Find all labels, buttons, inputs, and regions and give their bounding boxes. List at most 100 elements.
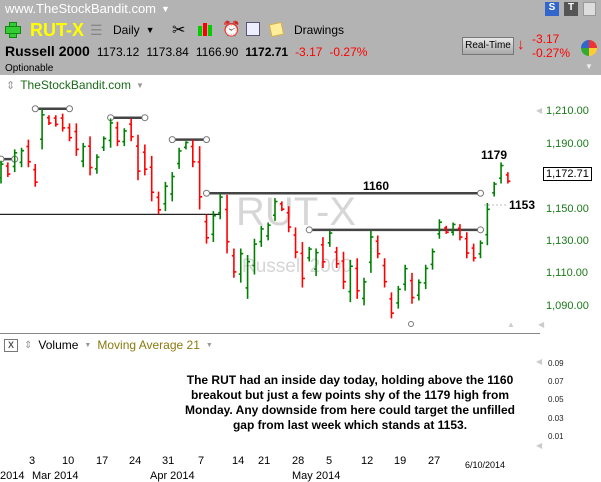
interval-dropdown-icon[interactable]: ▼ — [145, 25, 155, 35]
s-menu-icon[interactable]: S — [545, 2, 559, 16]
chart-type-icon-bar — [203, 23, 207, 36]
price-bar — [505, 172, 511, 184]
price-bar — [0, 160, 4, 184]
optionable-label: Optionable — [5, 63, 54, 74]
close-pane-icon[interactable]: X — [4, 338, 18, 352]
month-label: 2014 — [0, 470, 25, 482]
pane-divider[interactable] — [0, 333, 540, 334]
list-icon[interactable]: ☰ — [90, 22, 103, 38]
price-bar — [88, 136, 93, 176]
price-bar — [307, 246, 312, 262]
volume-axis-label: 0.05 — [548, 395, 564, 404]
x-axis-day-label: 19 — [394, 455, 407, 467]
price-bar — [410, 272, 415, 304]
price-bar — [245, 255, 251, 299]
volume-label[interactable]: Volume — [38, 338, 79, 352]
price-bar — [368, 230, 374, 273]
current-date-label: 6/10/2014 — [465, 460, 506, 470]
scroll-left-icon[interactable]: ◀ — [536, 441, 543, 450]
chart-source-row: ⇕ TheStockBandit.com ▼ — [6, 78, 144, 92]
month-label: Apr 2014 — [150, 470, 195, 482]
commentary-text: The RUT had an inside day today, holding… — [184, 373, 516, 432]
change-value: -3.17 — [295, 45, 323, 59]
site-title[interactable]: www.TheStockBandit.com — [5, 1, 157, 16]
chart-type-icon[interactable] — [198, 26, 202, 36]
price-bar — [101, 136, 107, 151]
x-axis-day-label: 14 — [232, 455, 245, 467]
price-bar — [320, 237, 326, 268]
price-bar — [149, 155, 155, 202]
site-dropdown-icon[interactable]: ▼ — [161, 3, 170, 14]
drawings-button[interactable]: Drawings — [294, 23, 345, 37]
collapse-arrow-icon[interactable]: ▼ — [585, 62, 593, 71]
x-axis-day-label: 10 — [62, 455, 75, 467]
chart-source-label[interactable]: TheStockBandit.com — [20, 78, 131, 92]
t-menu-icon[interactable]: T — [564, 2, 578, 16]
volume-axis-label: 0.07 — [548, 377, 564, 386]
realtime-button[interactable]: Real-Time — [462, 37, 514, 55]
y-axis-label: 1,110.00 — [546, 267, 589, 279]
alarm-icon[interactable]: ⏰ — [222, 21, 241, 38]
volume-axis-label: 0.03 — [548, 414, 564, 423]
interval-row: Daily ▼ — [113, 23, 155, 37]
price-bar — [122, 128, 127, 147]
x-axis-day-label: 27 — [428, 455, 441, 467]
last-value: 1172.71 — [245, 45, 289, 59]
price-bar — [40, 108, 45, 150]
price-bar — [5, 162, 11, 177]
price-bar — [423, 264, 429, 290]
color-palette-icon[interactable] — [581, 40, 597, 56]
save-icon[interactable] — [583, 2, 596, 16]
price-bar — [471, 243, 477, 262]
price-bar — [60, 113, 66, 132]
level-handle — [203, 136, 210, 144]
level-handle — [477, 226, 484, 234]
price-bar — [183, 141, 189, 150]
price-bar — [327, 230, 333, 247]
open-value: 1173.12 — [96, 45, 140, 59]
month-label: Mar 2014 — [32, 470, 79, 482]
price-chart[interactable] — [0, 0, 540, 330]
scroll-left-icon[interactable]: ◀ — [538, 320, 545, 329]
drag-handle-icon[interactable]: ⇕ — [24, 339, 33, 351]
scroll-up-icon[interactable]: ▲ — [507, 320, 515, 329]
scroll-left-icon[interactable]: ◀ — [536, 357, 543, 366]
price-bar — [314, 248, 319, 277]
volume-pane-header: X ⇕ Volume ▼ Moving Average 21 ▼ — [4, 338, 213, 352]
pane-handle-icon[interactable] — [408, 321, 414, 327]
price-bar — [279, 201, 285, 212]
source-dropdown-icon[interactable]: ▼ — [135, 80, 144, 90]
price-bar — [485, 203, 490, 246]
price-bar — [19, 147, 25, 168]
price-bar — [225, 194, 230, 254]
indicator-dropdown-icon[interactable]: ▼ — [205, 341, 213, 349]
annotation-gap: 1153 — [509, 198, 536, 212]
volume-dropdown-icon[interactable]: ▼ — [84, 341, 92, 349]
price-bar — [115, 121, 120, 147]
price-bar — [108, 118, 114, 148]
drag-handle-icon[interactable]: ⇕ — [6, 79, 16, 92]
price-bar — [53, 115, 59, 127]
price-bar — [170, 172, 175, 202]
interval-select[interactable]: Daily — [113, 23, 140, 37]
y-axis-label: 1,090.00 — [546, 300, 589, 312]
price-bar — [375, 235, 381, 259]
price-bar — [499, 162, 504, 184]
add-symbol-icon[interactable] — [5, 22, 21, 38]
moving-average-label[interactable]: Moving Average 21 — [97, 338, 200, 352]
calendar-add-icon[interactable] — [246, 22, 260, 36]
price-bar — [81, 142, 86, 168]
tools-icon[interactable]: ✂ — [172, 22, 186, 39]
price-bar — [293, 227, 299, 259]
price-bar — [129, 118, 134, 142]
price-bar — [430, 248, 436, 270]
y-axis-label: 1,210.00 — [546, 105, 589, 117]
symbol-input[interactable]: RUT-X — [30, 20, 84, 40]
scroll-left-icon[interactable]: ◀ — [536, 106, 543, 115]
price-bar — [26, 139, 31, 168]
price-bar — [464, 232, 470, 259]
price-bar — [231, 248, 237, 278]
price-bar — [273, 198, 278, 221]
instrument-name: Russell 2000 — [5, 43, 90, 59]
price-bar — [362, 277, 367, 306]
